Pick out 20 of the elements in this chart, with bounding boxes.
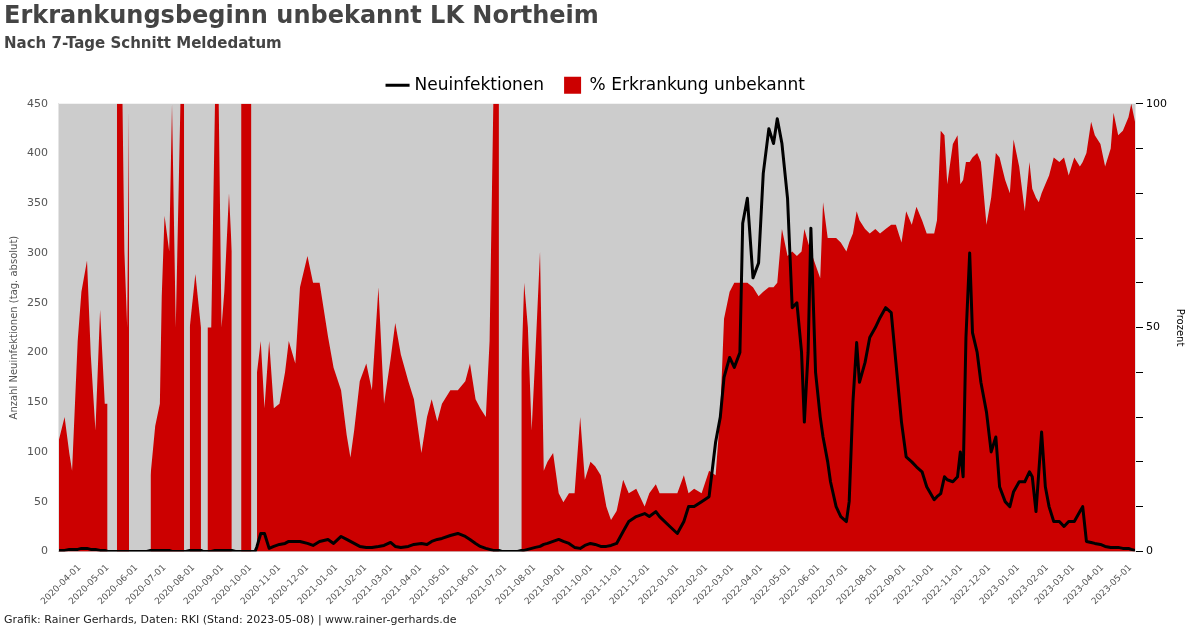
- y-axis-title: Anzahl Neuinfektionen (tag. absolut): [7, 235, 19, 420]
- y-tick-label: 50: [34, 494, 48, 508]
- y-tick-label: 200: [27, 345, 48, 359]
- y2-tick-label: 100: [1146, 96, 1167, 110]
- chart-subtitle: Nach 7-Tage Schnitt Meldedatum: [4, 33, 282, 52]
- legend-label: Neuinfektionen: [414, 73, 545, 94]
- y-tick-label: 450: [27, 96, 48, 110]
- y2-tick-label: 0: [1146, 544, 1153, 558]
- y2-tick-label: 50: [1146, 320, 1160, 334]
- y2-axis-title: Prozent: [1175, 308, 1187, 347]
- y-tick-label: 250: [27, 295, 48, 309]
- y-tick-label: 400: [27, 146, 48, 160]
- text: Grafik: Rainer Gerhards, Daten: RKI (Stand: 2023-05-08) | www.rainer-gerhards.de: [4, 613, 457, 626]
- y-tick-label: 100: [27, 444, 48, 458]
- y-tick-label: 300: [27, 245, 48, 259]
- legend-label: % Erkrankung unbekannt: [589, 73, 806, 94]
- y-tick-label: 150: [27, 395, 48, 409]
- y-tick-label: 350: [27, 196, 48, 210]
- chart-title: Erkrankungsbeginn unbekannt LK Northeim: [4, 0, 599, 29]
- y-tick-label: 0: [41, 544, 48, 558]
